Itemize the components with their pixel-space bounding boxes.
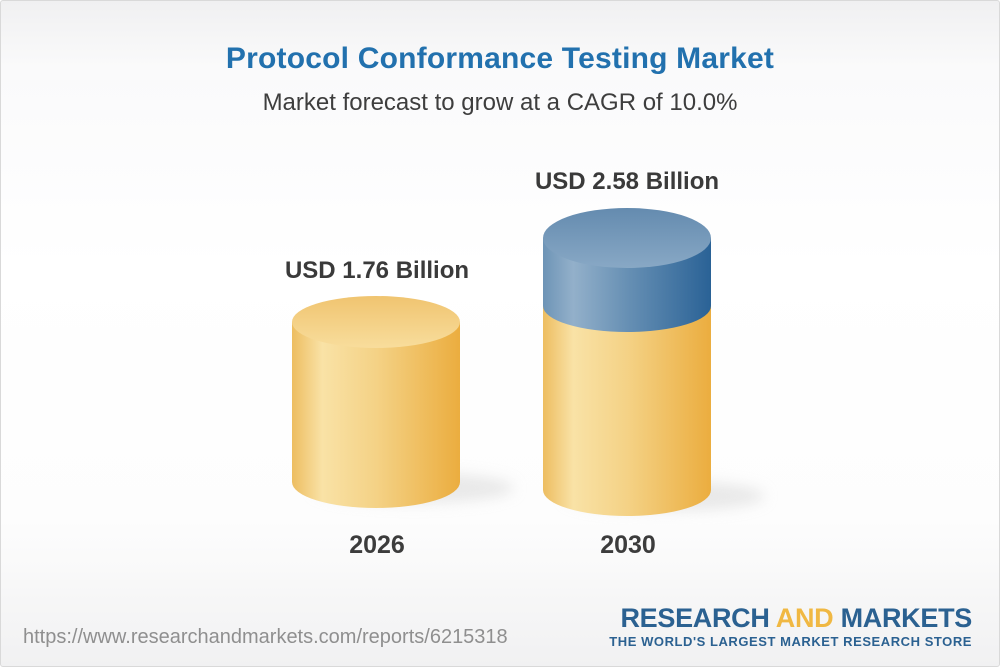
cylinder-top-blue <box>543 208 711 268</box>
axis-label-2026: 2026 <box>349 531 405 559</box>
company-logo: RESEARCH AND MARKETS THE WORLD'S LARGEST… <box>609 604 972 649</box>
logo-wordmark: RESEARCH AND MARKETS <box>609 604 972 632</box>
bar-cylinder-2026 <box>292 296 514 508</box>
report-url-link[interactable]: https://www.researchandmarkets.com/repor… <box>23 626 508 648</box>
cylinder-body-gold <box>543 306 711 516</box>
axis-label-2030: 2030 <box>600 531 656 559</box>
cylinder-top-gold <box>292 296 460 348</box>
bar-cylinder-2030 <box>543 208 765 516</box>
logo-word-markets: MARKETS <box>840 603 973 633</box>
bar-value-label-2026: USD 1.76 Billion <box>284 257 470 284</box>
logo-word-and: AND <box>775 603 834 633</box>
logo-word-research: RESEARCH <box>620 603 770 633</box>
page-title: Protocol Conformance Testing Market <box>225 42 775 75</box>
logo-tagline: THE WORLD'S LARGEST MARKET RESEARCH STOR… <box>609 634 972 649</box>
cylinder-body-gold <box>292 322 460 508</box>
page-subtitle: Market forecast to grow at a CAGR of 10.… <box>262 89 738 116</box>
bar-value-label-2030: USD 2.58 Billion <box>534 168 720 195</box>
